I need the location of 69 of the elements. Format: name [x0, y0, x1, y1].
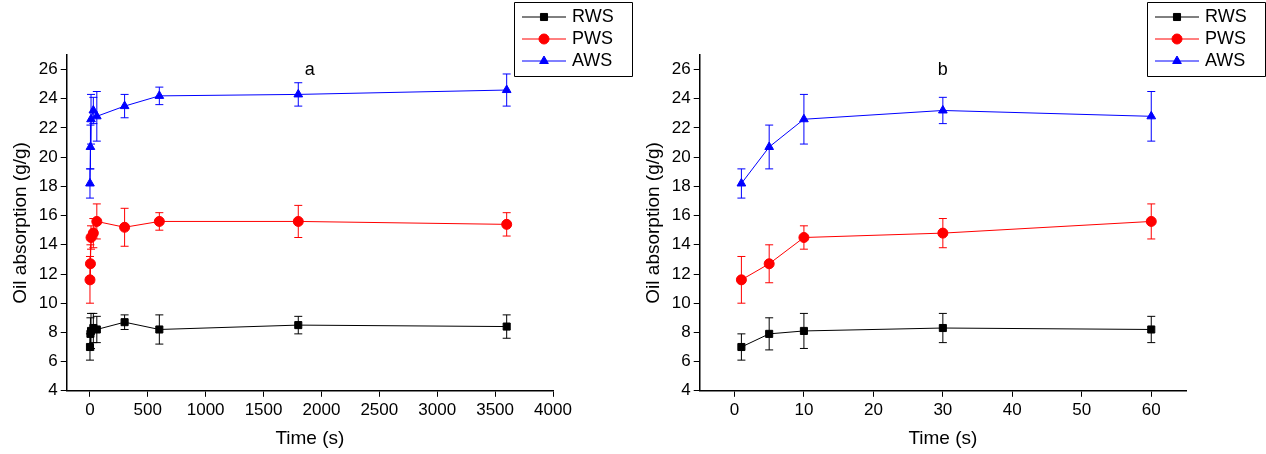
y-tick-label: 16: [38, 205, 58, 225]
x-tick-label: 20: [863, 399, 883, 419]
y-tick-label: 24: [671, 88, 691, 108]
x-tick-label: 40: [1002, 399, 1022, 419]
y-tick-label: 8: [48, 322, 58, 342]
point: [764, 141, 775, 150]
point: [763, 258, 775, 270]
legend-label: RWS: [1205, 5, 1247, 26]
x-tick-label: 1000: [186, 399, 225, 419]
point: [119, 221, 131, 233]
x-tick-label: 30: [933, 399, 953, 419]
y-tick-label: 24: [38, 88, 58, 108]
x-axis-title: Time (s): [275, 426, 345, 448]
point: [1147, 325, 1156, 334]
y-tick-label: 6: [681, 351, 691, 371]
chart-title: b: [937, 58, 948, 79]
y-tick-label: 22: [38, 117, 58, 137]
point: [502, 322, 511, 331]
y-tick-label: 14: [38, 234, 58, 254]
x-tick-label: 3000: [418, 399, 457, 419]
x-tick-label: 50: [1072, 399, 1092, 419]
legend-label: AWS: [1205, 49, 1246, 70]
point: [737, 342, 746, 352]
x-tick-label: 2000: [302, 399, 341, 419]
x-tick-label: 2500: [360, 399, 399, 419]
point: [735, 274, 747, 286]
point: [1145, 215, 1157, 227]
x-tick-label: 3500: [476, 399, 515, 419]
legend-label: RWS: [572, 5, 614, 26]
y-tick-label: 8: [681, 322, 691, 342]
point: [501, 84, 512, 94]
point: [153, 215, 165, 227]
y-tick-label: 4: [681, 380, 691, 400]
y-tick-label: 26: [38, 59, 58, 79]
point: [292, 215, 304, 227]
x-axis-title: Time (s): [908, 426, 978, 448]
x-tick-label: 60: [1141, 399, 1161, 419]
legend-label: PWS: [572, 27, 614, 48]
point: [293, 88, 304, 98]
point: [154, 90, 165, 99]
y-tick-label: 20: [38, 146, 58, 166]
y-tick-label: 20: [671, 146, 691, 166]
y-tick-label: 12: [671, 263, 691, 283]
point: [736, 177, 747, 187]
y-tick-label: 18: [38, 176, 58, 196]
legend-label: AWS: [572, 49, 613, 70]
y-tick-label: 18: [671, 176, 691, 196]
x-tick-label: 0: [85, 399, 95, 419]
point: [120, 318, 129, 327]
point: [501, 218, 513, 230]
x-tick-label: 0: [729, 399, 740, 419]
y-tick-label: 10: [38, 292, 58, 312]
y-tick-label: 12: [38, 263, 58, 283]
y-axis-title: Oil absorption (g/g): [641, 142, 663, 304]
y-tick-label: 4: [48, 380, 58, 400]
y-tick-label: 22: [671, 117, 691, 137]
y-tick-label: 16: [671, 205, 691, 225]
legend-label: PWS: [1205, 27, 1247, 48]
x-tick-label: 500: [133, 399, 162, 419]
x-tick-label: 4000: [534, 399, 572, 419]
y-tick-label: 26: [671, 59, 691, 79]
y-axis-title: Oil absorption (g/g): [8, 142, 30, 304]
y-tick-label: 14: [671, 234, 691, 254]
y-tick-label: 10: [671, 292, 691, 312]
x-tick-label: 1500: [244, 399, 283, 419]
chart-title: a: [304, 58, 316, 79]
y-tick-label: 6: [48, 351, 58, 371]
x-tick-label: 10: [794, 399, 814, 419]
point: [155, 325, 164, 334]
